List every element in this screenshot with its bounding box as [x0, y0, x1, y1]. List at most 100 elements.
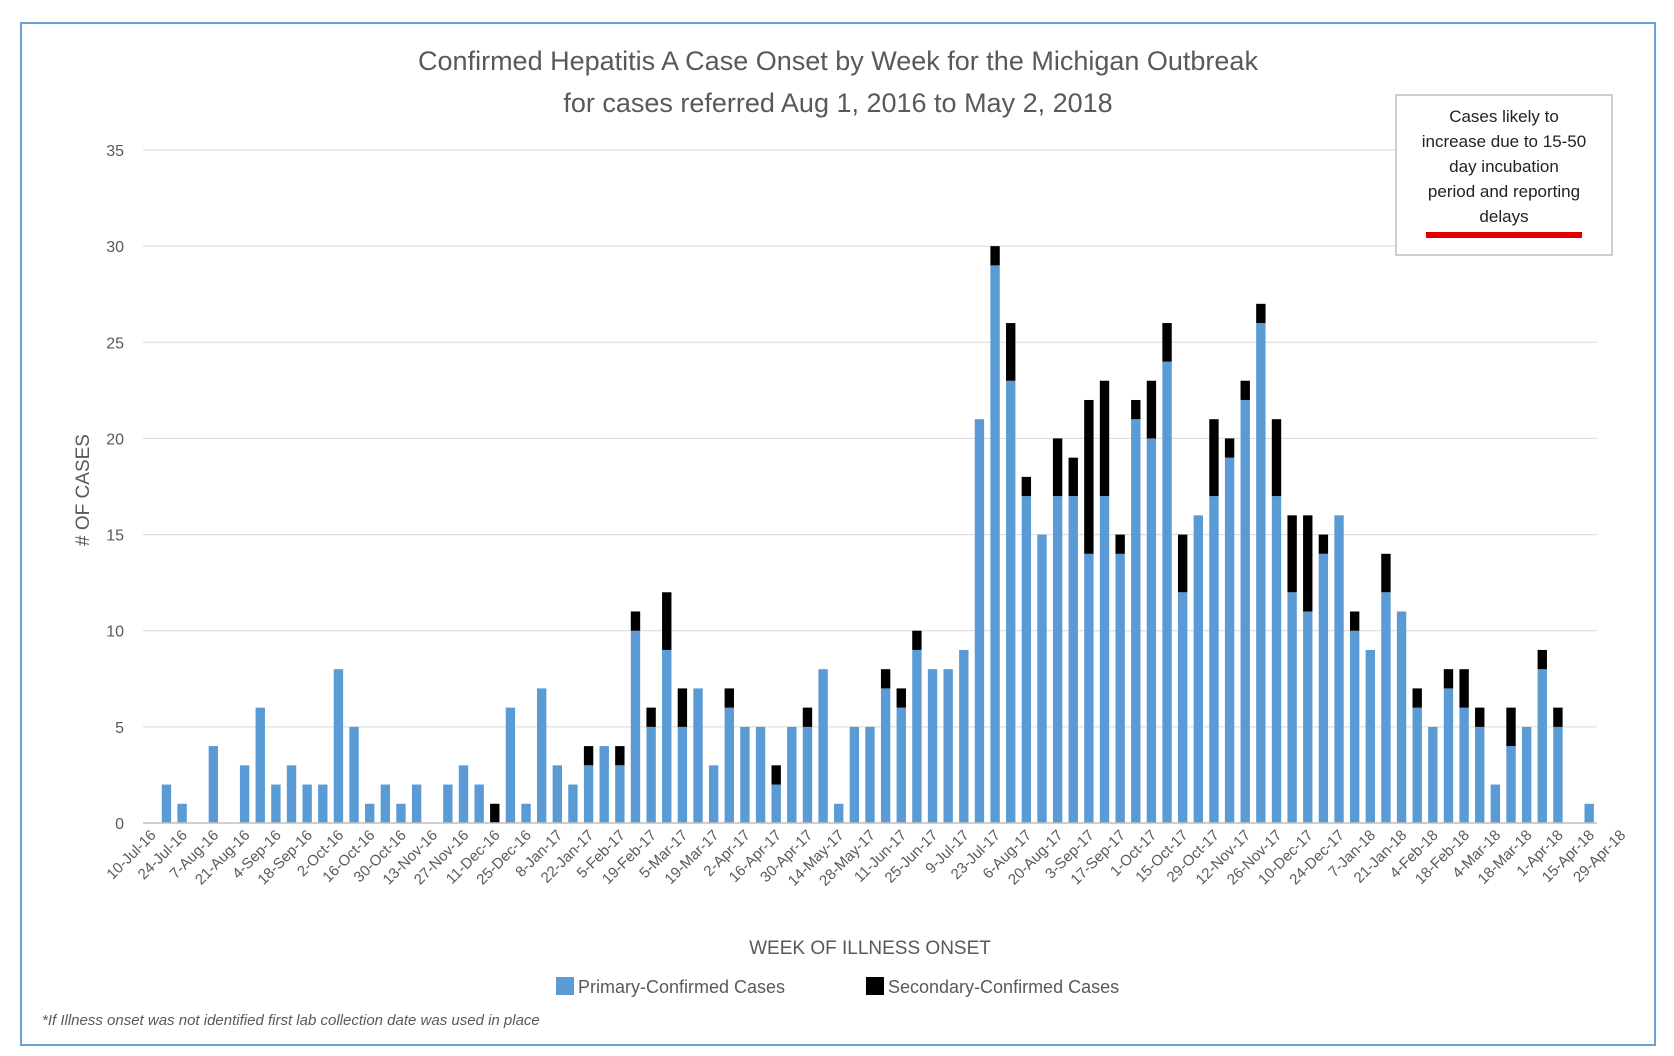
bar-primary [1490, 784, 1501, 823]
bar-primary [880, 688, 891, 823]
bar-primary [1256, 323, 1266, 823]
bar-primary [1162, 361, 1172, 823]
bar-primary [1506, 746, 1516, 823]
y-axis-ticks: 0 5 10 15 20 25 30 35 [106, 143, 124, 833]
bar-secondary [662, 592, 672, 650]
gridlines [143, 149, 1597, 728]
bar-primary [1099, 496, 1110, 823]
bar-secondary [990, 246, 1000, 266]
bar-primary [708, 765, 719, 823]
bar-secondary [1271, 419, 1282, 497]
bar-primary [349, 726, 359, 823]
bar-primary [1537, 669, 1547, 823]
bar-primary [1177, 592, 1188, 823]
bar-secondary [646, 707, 656, 727]
y-tick-label: 30 [106, 239, 124, 256]
bar-secondary [1412, 688, 1422, 708]
bar-secondary [1443, 669, 1454, 689]
y-tick-label: 25 [106, 335, 124, 352]
bar-primary [302, 784, 312, 823]
bar-primary [552, 765, 563, 823]
note-line-3: day incubation [1449, 157, 1559, 176]
bar-primary [568, 784, 578, 823]
bar-primary [521, 803, 531, 823]
bar-secondary [896, 688, 906, 708]
bar-primary [177, 803, 187, 823]
bar-primary [1146, 438, 1157, 823]
bar-primary [255, 707, 265, 823]
bar-secondary [1084, 399, 1094, 554]
bar-primary [1521, 726, 1532, 823]
bar-primary [1365, 649, 1375, 823]
bar-secondary [1287, 515, 1297, 593]
bar-secondary [1459, 669, 1469, 708]
note-line-1: Cases likely to [1449, 107, 1559, 126]
note-box: Cases likely to increase due to 15-50 da… [1395, 94, 1613, 256]
bar-primary [1224, 457, 1235, 823]
bar-secondary [1553, 707, 1563, 727]
bar-secondary [724, 688, 734, 708]
bar-secondary [1318, 534, 1329, 554]
bar-primary [411, 784, 422, 823]
bar-secondary [1068, 457, 1078, 497]
bar-primary [1115, 553, 1125, 823]
legend-label-secondary: Secondary-Confirmed Cases [888, 977, 1119, 997]
bar-primary [1052, 496, 1063, 823]
bar-primary [208, 746, 219, 823]
bar-primary [912, 649, 922, 823]
bar-secondary [802, 707, 813, 727]
bar-primary [662, 649, 672, 823]
bar-primary [1068, 496, 1078, 823]
bar-primary [787, 726, 797, 823]
chart-title: Confirmed Hepatitis A Case Onset by Week… [418, 46, 1258, 76]
bar-primary [927, 669, 938, 823]
bar-primary [536, 688, 547, 823]
y-tick-label: 35 [106, 143, 124, 160]
bar-secondary [1537, 649, 1547, 670]
legend: Primary-Confirmed Cases Secondary-Confir… [556, 977, 1119, 997]
bar-secondary [1162, 323, 1172, 362]
bar-secondary [677, 688, 688, 727]
bar-primary [1303, 611, 1313, 823]
bar-primary [505, 707, 516, 823]
bar-secondary [583, 746, 594, 766]
bar-primary [1459, 707, 1469, 823]
bar-secondary [615, 746, 625, 766]
bar-secondary [1146, 380, 1157, 439]
bar-secondary [912, 630, 922, 650]
bar-primary [1193, 515, 1204, 823]
bar-secondary [1177, 534, 1188, 593]
bar-primary [1240, 399, 1250, 823]
bar-secondary [1131, 399, 1141, 420]
bar-primary [380, 784, 391, 823]
bar-primary [271, 784, 281, 823]
bar-primary [1412, 707, 1422, 823]
bar-primary [834, 803, 844, 823]
bar-secondary [880, 669, 891, 689]
bar-secondary [490, 803, 500, 823]
bar-primary [818, 669, 828, 823]
bar-secondary [630, 611, 641, 631]
bar-secondary [1256, 303, 1266, 324]
bar-primary [599, 746, 609, 823]
bar-primary [318, 784, 328, 823]
bar-primary [1084, 553, 1094, 823]
bar-secondary [1506, 707, 1516, 747]
footnote: *If Illness onset was not identified fir… [42, 1012, 540, 1029]
bar-primary [1271, 496, 1282, 823]
bar-secondary [1099, 380, 1110, 497]
bar-secondary [1240, 380, 1250, 400]
bar-primary [1428, 726, 1438, 823]
bar-primary [1334, 515, 1344, 823]
x-axis-ticks: 10-Jul-1624-Jul-167-Aug-1621-Aug-164-Sep… [103, 827, 1629, 890]
bar-primary [1006, 380, 1016, 823]
bar-primary [1475, 726, 1485, 823]
bar-primary [1131, 419, 1141, 823]
bar-secondary [1209, 419, 1219, 497]
bar-primary [1287, 592, 1297, 823]
bar-primary [474, 784, 484, 823]
bar-primary [1553, 726, 1563, 823]
bar-primary [1209, 496, 1219, 823]
bar-secondary [1224, 438, 1235, 458]
